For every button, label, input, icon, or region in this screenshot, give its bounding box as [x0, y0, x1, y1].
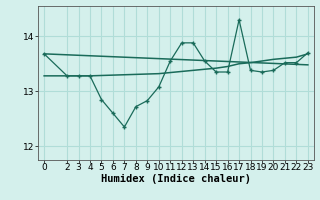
X-axis label: Humidex (Indice chaleur): Humidex (Indice chaleur) — [101, 174, 251, 184]
